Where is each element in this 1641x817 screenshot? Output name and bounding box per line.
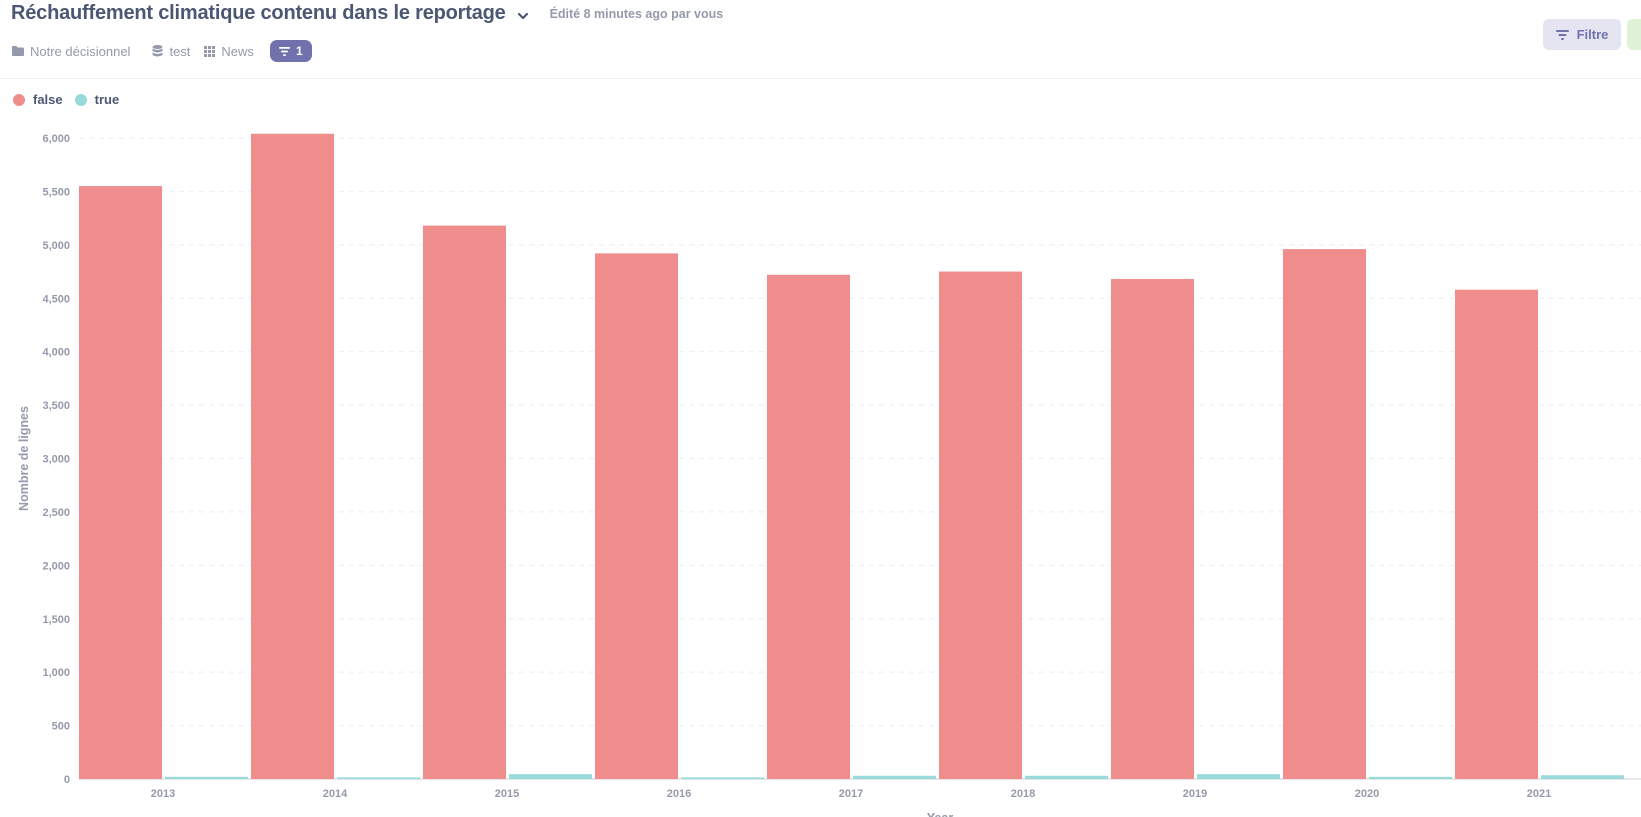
legend-label: false (33, 92, 63, 107)
bar-false-2019 (1111, 279, 1194, 779)
grid-icon (204, 45, 216, 57)
folder-icon (12, 46, 24, 56)
bar-true-2021 (1541, 775, 1624, 779)
x-tick-label: 2019 (1183, 788, 1207, 800)
x-tick-label: 2016 (667, 788, 691, 800)
bar-false-2020 (1283, 249, 1366, 779)
edited-info[interactable]: Édité 8 minutes ago par vous (549, 6, 724, 21)
bar-true-2018 (1025, 775, 1108, 779)
y-tick-label: 0 (64, 774, 70, 786)
bar-false-2013 (79, 186, 162, 779)
x-tick-label: 2020 (1355, 788, 1379, 800)
chart-legend: false true (13, 92, 131, 107)
breadcrumb-label: test (169, 43, 191, 59)
bar-false-2017 (767, 274, 850, 779)
breadcrumb-database[interactable]: test (152, 44, 190, 59)
filter-count: 1 (295, 44, 303, 58)
bar-false-2018 (939, 271, 1022, 779)
x-tick-label: 2014 (323, 788, 348, 800)
legend-dot-true (74, 93, 87, 106)
y-tick-label: 500 (52, 721, 70, 733)
y-tick-label: 1,000 (42, 667, 70, 679)
y-tick-label: 6,000 (42, 133, 70, 145)
breadcrumb-label: News (221, 43, 254, 59)
legend-item-false[interactable]: false (13, 92, 63, 107)
legend-item-true[interactable]: true (74, 92, 120, 107)
y-tick-label: 5,000 (42, 240, 70, 252)
x-tick-label: 2015 (495, 788, 519, 800)
filter-icon (278, 46, 290, 56)
breadcrumb: Notre décisionnel test News 1 (12, 40, 312, 62)
bar-true-2013 (165, 776, 248, 779)
title-row: Réchauffement climatique contenu dans le… (11, 2, 723, 25)
y-axis-label: Nombre de lignes (17, 406, 31, 511)
database-icon (152, 45, 163, 57)
bar-true-2016 (681, 777, 764, 779)
breadcrumb-label: Notre décisionnel (30, 43, 131, 59)
x-tick-label: 2021 (1527, 788, 1551, 800)
header: Réchauffement climatique contenu dans le… (0, 0, 1641, 79)
bar-false-2016 (595, 253, 678, 779)
bar-false-2015 (423, 225, 506, 779)
y-tick-label: 5,500 (42, 186, 70, 198)
y-tick-label: 4,500 (42, 293, 70, 305)
bar-true-2015 (509, 774, 592, 779)
filter-button[interactable]: Filtre (1543, 19, 1621, 50)
filter-icon (1555, 29, 1569, 40)
breadcrumb-collection[interactable]: Notre décisionnel (12, 44, 130, 59)
page-title[interactable]: Réchauffement climatique contenu dans le… (11, 2, 506, 24)
y-tick-label: 3,500 (42, 400, 70, 412)
y-tick-label: 1,500 (42, 614, 70, 626)
bar-false-2021 (1455, 289, 1538, 779)
x-tick-label: 2017 (839, 788, 863, 800)
x-axis-label: Year (927, 811, 954, 817)
bar-true-2020 (1369, 776, 1452, 779)
x-tick-label: 2018 (1011, 788, 1035, 800)
filter-count-badge[interactable]: 1 (269, 40, 312, 62)
bar-true-2019 (1197, 774, 1280, 779)
bar-true-2017 (853, 775, 936, 779)
legend-dot-false (13, 93, 25, 106)
filter-button-label: Filtre (1576, 27, 1609, 42)
y-tick-label: 2,000 (42, 560, 70, 572)
action-button[interactable] (1627, 19, 1641, 50)
chevron-down-icon[interactable] (516, 9, 530, 23)
breadcrumb-table[interactable]: News (204, 44, 254, 59)
y-tick-label: 3,000 (42, 454, 70, 466)
y-tick-label: 2,500 (42, 507, 70, 519)
bar-false-2014 (251, 133, 334, 779)
bar-true-2014 (337, 777, 420, 779)
y-tick-label: 4,000 (42, 347, 70, 359)
legend-label: true (94, 92, 120, 107)
x-tick-label: 2013 (151, 788, 175, 800)
